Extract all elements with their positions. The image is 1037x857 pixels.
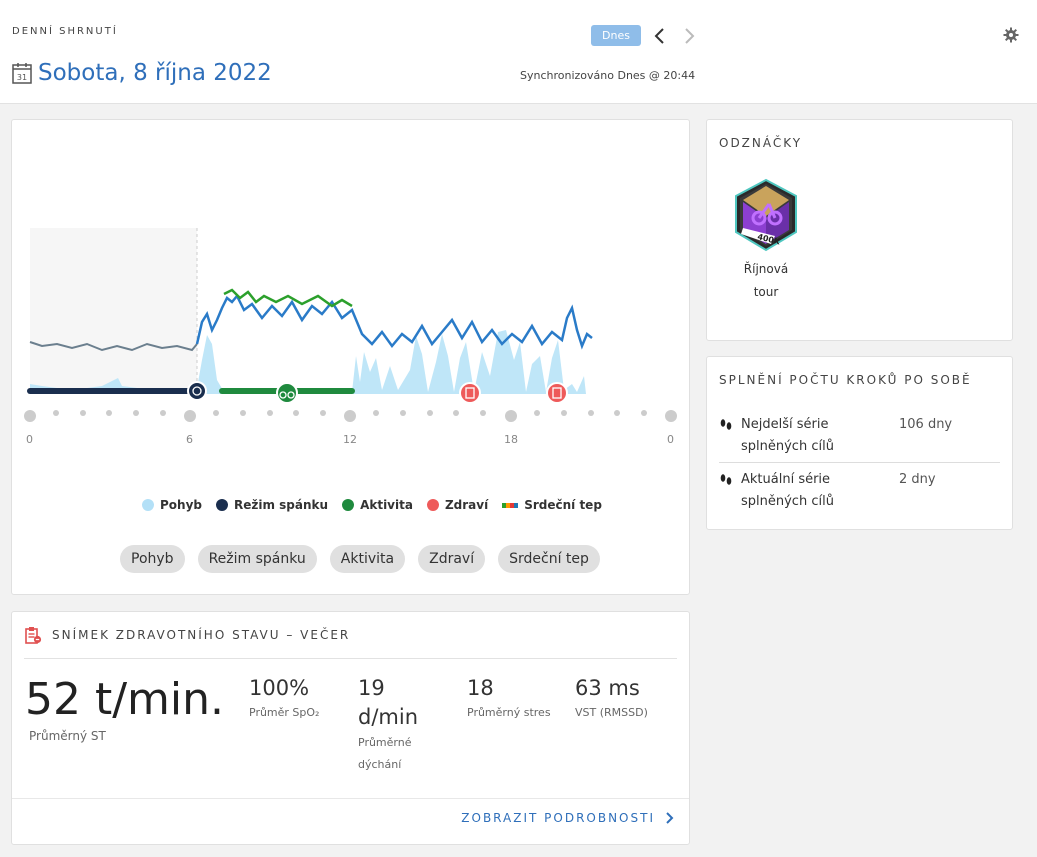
health-snapshot-icon-2	[546, 382, 568, 404]
legend-dot-movement	[142, 499, 154, 511]
step-streak-card: SPLNĚNÍ POČTU KROKŮ PO SOBĚ Nejdelší sér…	[706, 356, 1013, 530]
streak-divider	[719, 462, 1000, 463]
footprints-icon	[720, 419, 732, 430]
streak-longest-value: 106 dny	[899, 417, 953, 432]
page-eyebrow: DENNÍ SHRNUTÍ	[12, 26, 118, 37]
time-axis-label-6: 6	[186, 433, 193, 446]
hrv-label: VST (RMSSD)	[575, 706, 648, 719]
filter-chip-heart-rate[interactable]: Srdeční tep	[498, 545, 600, 573]
calendar-icon[interactable]: 31	[12, 62, 32, 84]
legend-label-activity: Aktivita	[360, 498, 413, 512]
time-axis-label-12: 12	[343, 433, 357, 446]
heart-rate-line-night	[29, 341, 198, 352]
legend-dot-activity	[342, 499, 355, 511]
legend-label-health: Zdraví	[444, 498, 489, 512]
legend-label-sleep: Režim spánku	[234, 498, 329, 512]
health-snapshot-glyph-1	[465, 387, 475, 399]
legend-item-movement: Pohyb	[142, 498, 202, 512]
legend-item-activity: Aktivita	[342, 498, 413, 512]
chevron-right-icon[interactable]	[680, 26, 698, 46]
filter-chip-activity[interactable]: Aktivita	[329, 545, 406, 573]
badges-title: ODZNÁČKY	[719, 136, 803, 150]
filter-chip-movement[interactable]: Pohyb	[120, 545, 185, 573]
chart-filter-chips: Pohyb Režim spánku Aktivita Zdraví Srdeč…	[120, 545, 600, 573]
gear-icon[interactable]	[1003, 27, 1019, 43]
movement-area	[30, 330, 586, 394]
footprints-icon	[720, 474, 732, 485]
heart-rate-label: Průměrný ST	[29, 729, 106, 743]
view-details-link[interactable]: ZOBRAZIT PODROBNOSTI	[461, 811, 675, 825]
health-footer-divider	[12, 798, 689, 799]
badge-october-tour-icon[interactable]: 400K	[733, 178, 799, 252]
heart-rate-peak-segment	[223, 288, 353, 308]
breathing-value-number: 19	[358, 676, 385, 700]
legend-label-heart-rate: Srdeční tep	[524, 498, 602, 512]
health-snapshot-icon-1	[459, 382, 481, 404]
legend-item-health: Zdraví	[426, 498, 489, 512]
streak-longest-label-line2: splněných cílů	[741, 439, 834, 454]
streak-row-current: Aktuální série splněných cílů 2 dny	[719, 469, 1001, 513]
sleep-period-shade	[30, 228, 197, 394]
svg-text:31: 31	[17, 73, 27, 82]
streak-row-longest: Nejdelší série splněných cílů 106 dny	[719, 414, 1001, 458]
time-axis-label-24: 0	[667, 433, 674, 446]
streak-current-label-line2: splněných cílů	[741, 494, 834, 509]
legend-swatch-heart-rate	[502, 502, 519, 508]
activity-timeline-chart	[24, 228, 677, 422]
badge-name-line2: tour	[753, 285, 779, 299]
badge-name-line1: Říjnová	[743, 262, 789, 276]
health-snapshot-title: SNÍMEK ZDRAVOTNÍHO STAVU – VEČER	[52, 628, 351, 642]
hrv-value: 63 ms	[575, 676, 640, 700]
activity-timeline-card: 0 6 12 18 0 Pohyb Režim spánku Aktivita …	[11, 119, 690, 595]
legend-item-sleep: Režim spánku	[216, 498, 328, 512]
streak-current-label-line1: Aktuální série	[741, 472, 831, 487]
stress-label: Průměrný stres	[467, 706, 551, 719]
breathing-label: Průměrné dýchání	[358, 732, 412, 776]
health-snapshot-card: SNÍMEK ZDRAVOTNÍHO STAVU – VEČER 52 t/mi…	[11, 611, 690, 845]
breathing-value-unit: d/min	[358, 705, 419, 729]
bicycle-wheel-right	[287, 391, 295, 399]
bicycle-wheel-left	[279, 391, 287, 399]
alarm-clock-icon	[187, 381, 207, 401]
legend-dot-sleep	[216, 499, 228, 511]
heart-rate-line-day	[195, 293, 593, 350]
clipboard-health-icon	[25, 627, 42, 644]
legend-dot-health	[426, 499, 439, 511]
page-header: DENNÍ SHRNUTÍ 31 Sobota, 8 října 2022 Dn…	[0, 0, 1037, 104]
breathing-label-line2: dýchání	[358, 758, 402, 771]
page-title-date: Sobota, 8 října 2022	[38, 60, 272, 86]
heart-rate-value: 52 t/min.	[25, 674, 225, 725]
date-row: 31 Sobota, 8 října 2022	[12, 60, 272, 86]
today-button[interactable]: Dnes	[591, 25, 641, 46]
legend-item-heart-rate: Srdeční tep	[502, 498, 602, 512]
breathing-label-line1: Průměrné	[358, 736, 412, 749]
health-snapshot-glyph-2	[552, 387, 562, 399]
health-snapshot-header: SNÍMEK ZDRAVOTNÍHO STAVU – VEČER	[24, 626, 350, 644]
chevron-left-icon[interactable]	[651, 26, 669, 46]
chevron-right-icon	[666, 812, 674, 824]
streak-current-label: Aktuální série splněných cílů	[741, 469, 881, 513]
breathing-value: 19 d/min	[358, 674, 418, 732]
view-details-label: ZOBRAZIT PODROBNOSTI	[461, 811, 655, 825]
filter-chip-sleep[interactable]: Režim spánku	[197, 545, 317, 573]
spo2-label: Průměr SpO₂	[249, 706, 320, 719]
time-axis-label-18: 18	[504, 433, 518, 446]
health-divider	[24, 658, 677, 659]
legend-label-movement: Pohyb	[160, 498, 202, 512]
spo2-value: 100%	[249, 676, 310, 700]
badges-card: ODZNÁČKY 400K Říjnová tour	[706, 119, 1013, 341]
filter-chip-health[interactable]: Zdraví	[418, 545, 486, 573]
time-axis-dots	[24, 410, 677, 422]
badge-october-tour-name[interactable]: Říjnová tour	[725, 258, 807, 304]
streak-current-value: 2 dny	[899, 472, 936, 487]
chart-legend: Pohyb Režim spánku Aktivita Zdraví Srdeč…	[142, 498, 602, 512]
streak-longest-label-line1: Nejdelší série	[741, 417, 829, 432]
time-axis-label-0: 0	[26, 433, 33, 446]
stress-value: 18	[467, 676, 494, 700]
sync-status: Synchronizováno Dnes @ 20:44	[520, 69, 696, 82]
step-streak-title: SPLNĚNÍ POČTU KROKŮ PO SOBĚ	[719, 373, 972, 387]
alarm-clock-face	[192, 386, 202, 396]
streak-longest-label: Nejdelší série splněných cílů	[741, 414, 881, 458]
